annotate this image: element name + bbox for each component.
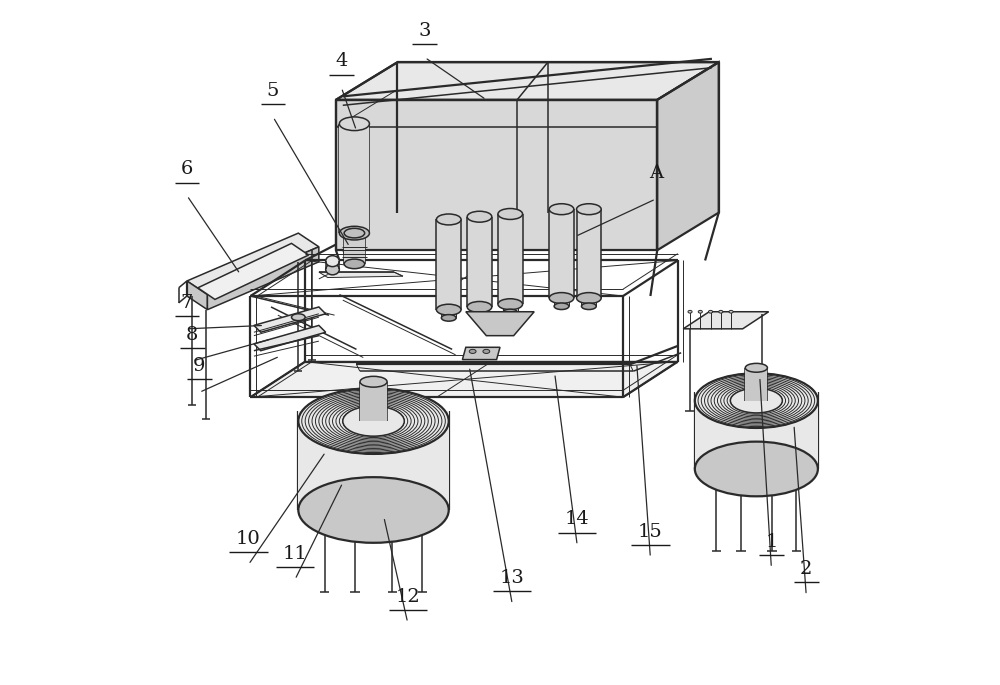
Polygon shape [577,209,601,298]
Polygon shape [250,362,678,397]
Text: 6: 6 [181,160,193,178]
Ellipse shape [549,203,574,214]
Text: 4: 4 [335,53,348,71]
Ellipse shape [441,314,456,321]
Polygon shape [187,281,207,310]
Ellipse shape [695,373,818,428]
Ellipse shape [577,292,601,303]
Text: 8: 8 [186,326,199,344]
Ellipse shape [730,388,782,413]
Polygon shape [344,233,365,264]
Polygon shape [549,209,574,298]
Polygon shape [745,368,767,401]
Ellipse shape [695,442,818,497]
Ellipse shape [339,117,369,131]
Text: 3: 3 [419,23,431,40]
Ellipse shape [326,256,339,266]
Ellipse shape [498,299,523,310]
Ellipse shape [745,363,767,372]
Ellipse shape [688,310,692,313]
Ellipse shape [467,301,492,312]
Polygon shape [360,382,387,421]
Ellipse shape [343,406,404,436]
Ellipse shape [554,303,569,310]
Text: A: A [649,164,663,182]
Text: 10: 10 [236,530,261,547]
Polygon shape [683,312,769,329]
Text: 9: 9 [193,358,205,375]
Polygon shape [466,312,534,336]
Ellipse shape [339,226,369,240]
Polygon shape [254,307,326,332]
Text: 13: 13 [500,569,525,587]
Ellipse shape [472,312,487,319]
Ellipse shape [483,349,490,353]
Ellipse shape [436,214,461,225]
Text: 14: 14 [565,510,590,528]
Text: 1: 1 [765,533,778,551]
Ellipse shape [729,310,733,313]
Ellipse shape [298,388,449,454]
Polygon shape [436,219,461,310]
Ellipse shape [581,303,596,310]
Ellipse shape [436,304,461,315]
Polygon shape [187,233,319,295]
Polygon shape [467,216,492,307]
Ellipse shape [698,310,702,313]
Text: 15: 15 [638,523,663,540]
Ellipse shape [503,309,518,316]
Polygon shape [298,411,449,510]
Polygon shape [207,247,319,310]
Polygon shape [254,325,326,351]
Text: 12: 12 [395,588,420,606]
Ellipse shape [291,314,305,321]
Ellipse shape [549,292,574,303]
Polygon shape [336,62,719,100]
Polygon shape [339,124,369,233]
Ellipse shape [326,264,339,275]
Text: 2: 2 [800,560,812,578]
Ellipse shape [360,376,387,387]
Polygon shape [695,393,818,469]
Ellipse shape [719,310,723,313]
Ellipse shape [344,259,365,269]
Ellipse shape [298,477,449,543]
Polygon shape [462,347,500,360]
Ellipse shape [344,228,365,238]
Text: 7: 7 [181,294,193,312]
Ellipse shape [469,349,476,353]
Text: 11: 11 [283,545,307,562]
Polygon shape [498,214,523,304]
Polygon shape [657,62,719,250]
Ellipse shape [467,211,492,222]
Ellipse shape [498,208,523,219]
Text: 5: 5 [267,82,279,100]
Polygon shape [336,100,657,250]
Polygon shape [198,243,309,299]
Ellipse shape [577,203,601,214]
Ellipse shape [709,310,713,313]
Polygon shape [319,272,403,277]
